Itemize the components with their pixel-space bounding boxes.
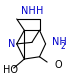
Text: HO: HO <box>3 65 18 75</box>
Text: 2: 2 <box>61 42 66 51</box>
Text: O: O <box>55 60 62 70</box>
Text: NH: NH <box>21 6 36 16</box>
Text: H: H <box>36 6 44 16</box>
Text: N: N <box>8 39 15 49</box>
Text: NH: NH <box>52 37 66 47</box>
